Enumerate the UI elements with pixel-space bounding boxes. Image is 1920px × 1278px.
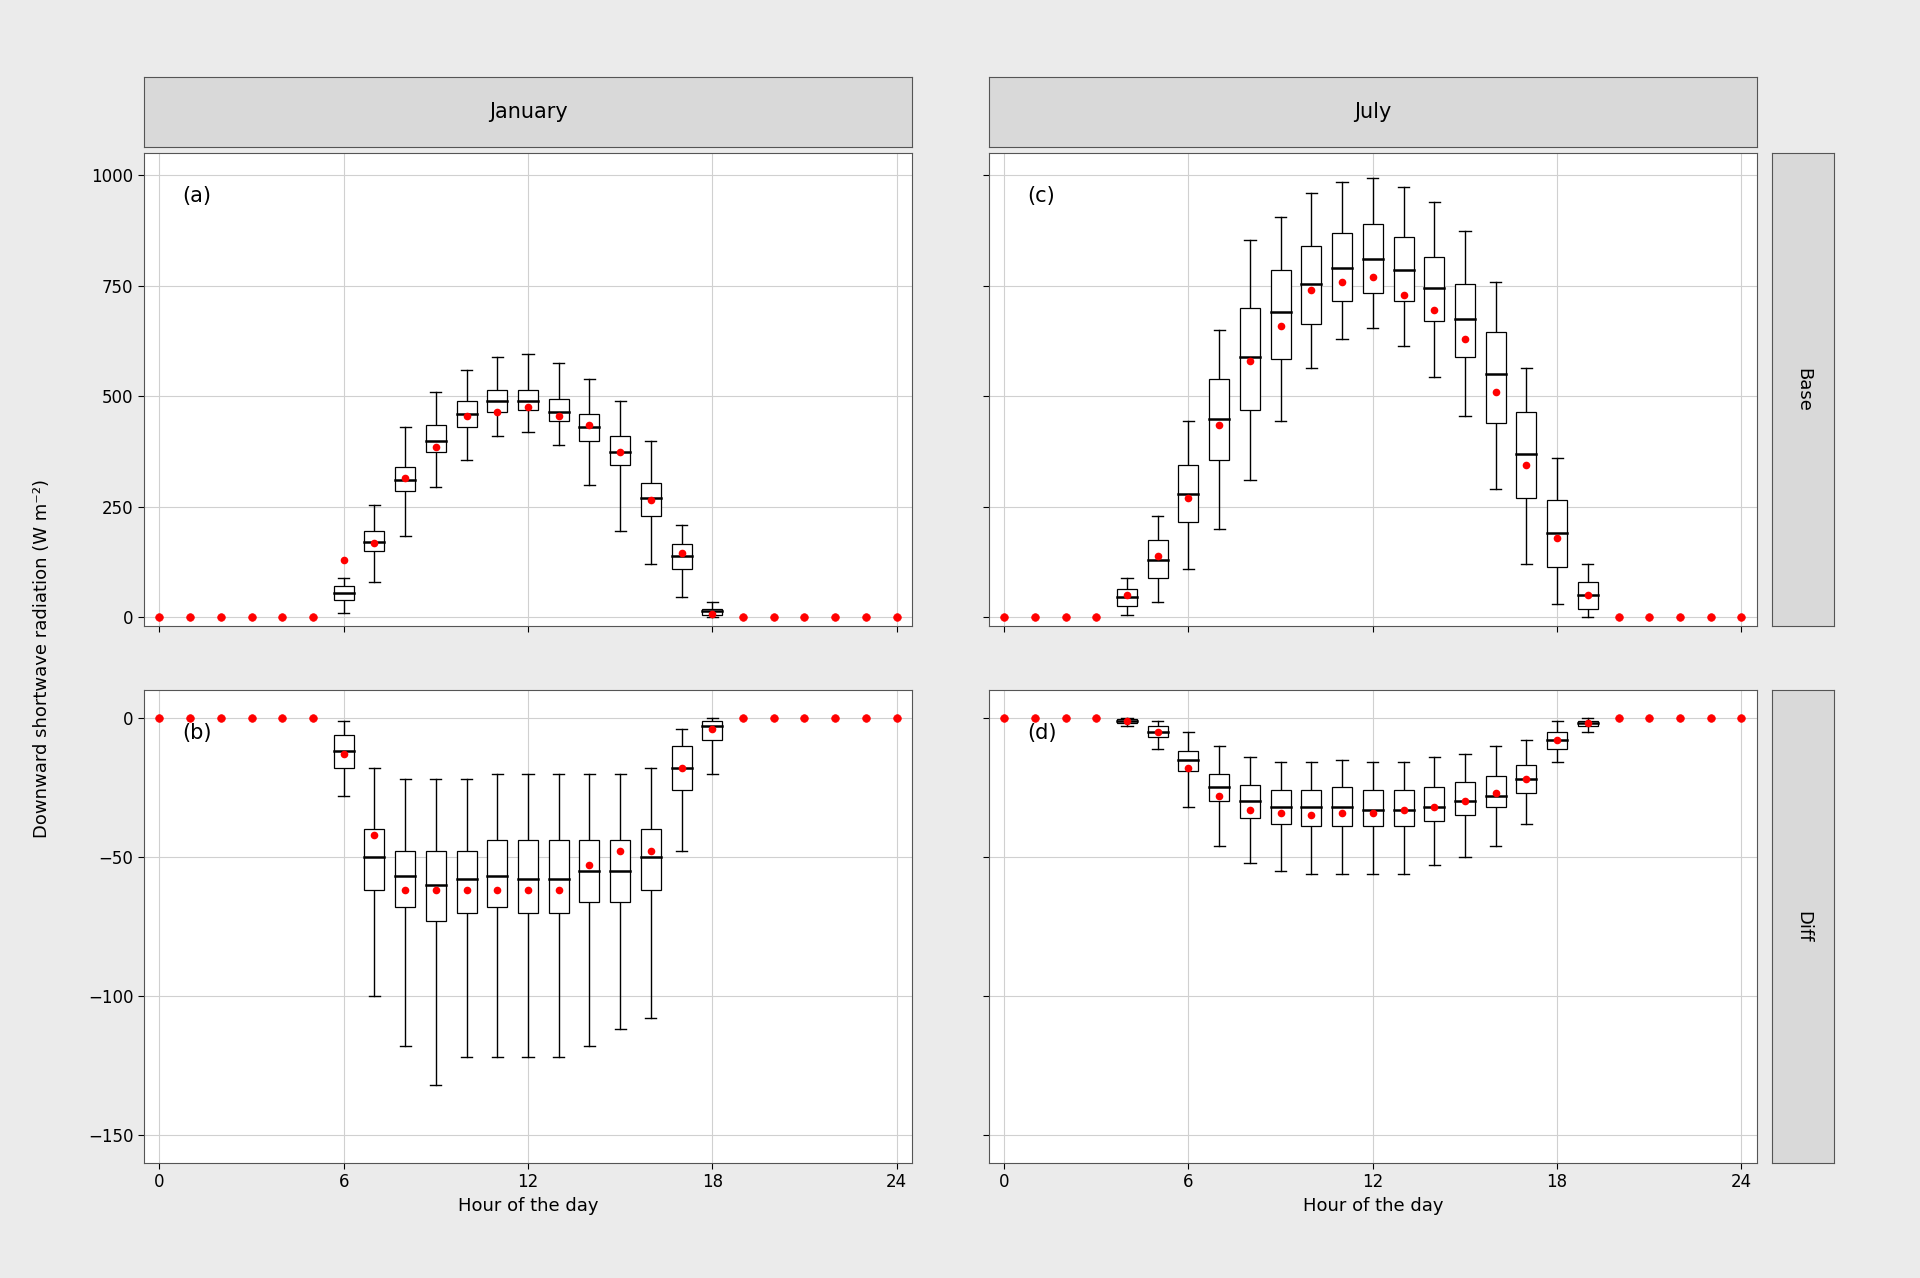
Bar xyxy=(334,735,353,768)
Bar xyxy=(1240,785,1260,818)
Bar xyxy=(1425,257,1444,321)
Text: July: July xyxy=(1354,102,1392,121)
Text: (d): (d) xyxy=(1027,723,1056,744)
Bar xyxy=(1455,782,1475,815)
Bar xyxy=(1455,284,1475,357)
Text: (c): (c) xyxy=(1027,187,1054,207)
Bar xyxy=(1117,589,1137,606)
Bar xyxy=(672,544,691,569)
Bar xyxy=(1302,790,1321,827)
Text: Base: Base xyxy=(1793,368,1812,412)
Bar xyxy=(1271,271,1290,359)
Bar xyxy=(1117,720,1137,723)
Bar xyxy=(518,841,538,912)
Bar xyxy=(641,829,660,891)
Bar xyxy=(1302,247,1321,323)
Bar xyxy=(1425,787,1444,820)
Bar xyxy=(1486,776,1505,806)
Bar xyxy=(1578,581,1597,608)
Bar xyxy=(1517,766,1536,794)
Bar xyxy=(426,426,445,451)
Bar xyxy=(549,399,568,420)
Bar xyxy=(334,587,353,599)
Bar xyxy=(703,721,722,740)
Text: Downward shortwave radiation (W m⁻²): Downward shortwave radiation (W m⁻²) xyxy=(33,479,52,837)
Bar xyxy=(549,841,568,912)
Bar xyxy=(1394,790,1413,827)
Bar xyxy=(1578,721,1597,726)
Bar xyxy=(703,608,722,615)
Bar xyxy=(1148,726,1167,737)
Bar xyxy=(1363,224,1382,293)
Bar xyxy=(611,436,630,465)
Bar xyxy=(611,841,630,901)
Bar xyxy=(1548,732,1567,749)
Bar xyxy=(1332,787,1352,827)
Bar xyxy=(641,483,660,516)
Bar xyxy=(1517,412,1536,498)
Text: January: January xyxy=(488,102,568,121)
Bar xyxy=(1210,773,1229,801)
Bar xyxy=(518,390,538,410)
Bar xyxy=(1240,308,1260,410)
Bar xyxy=(426,851,445,921)
Bar xyxy=(488,841,507,907)
Bar xyxy=(1363,790,1382,827)
Bar xyxy=(1179,465,1198,523)
Bar xyxy=(488,390,507,412)
Bar xyxy=(1210,378,1229,460)
Bar xyxy=(1179,751,1198,771)
Text: (a): (a) xyxy=(182,187,211,207)
X-axis label: Hour of the day: Hour of the day xyxy=(1302,1197,1444,1215)
X-axis label: Hour of the day: Hour of the day xyxy=(457,1197,599,1215)
Bar xyxy=(365,829,384,891)
Bar xyxy=(457,851,476,912)
Bar xyxy=(1548,500,1567,566)
Bar xyxy=(1486,332,1505,423)
Bar xyxy=(1332,233,1352,302)
Bar xyxy=(1271,790,1290,823)
Bar xyxy=(580,841,599,901)
Bar xyxy=(1394,238,1413,302)
Bar xyxy=(672,746,691,790)
Bar xyxy=(457,401,476,427)
Bar xyxy=(1148,541,1167,578)
Bar xyxy=(396,468,415,492)
Bar xyxy=(396,851,415,907)
Text: (b): (b) xyxy=(182,723,211,744)
Bar xyxy=(580,414,599,441)
Text: Diff: Diff xyxy=(1793,911,1812,942)
Bar xyxy=(365,532,384,551)
